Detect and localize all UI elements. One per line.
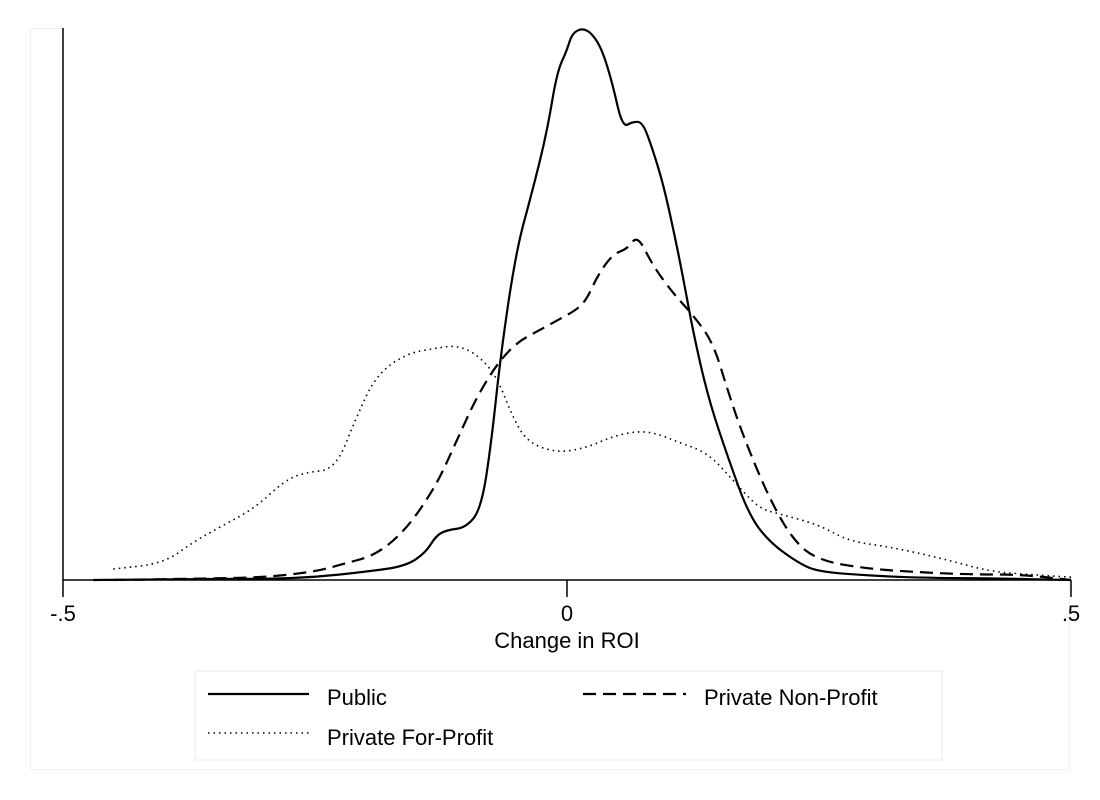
x-tick-label: .5	[1062, 601, 1080, 626]
legend-label-private-non-profit: Private Non-Profit	[704, 685, 878, 710]
plot-area	[63, 28, 1071, 580]
series-group	[93, 28, 1072, 582]
series-line-public	[93, 28, 1072, 582]
legend: Public Private Non-Profit Private For-Pr…	[194, 670, 943, 761]
legend-box	[194, 670, 943, 761]
series-line-private-non-profit	[113, 238, 1072, 582]
legend-label-private-for-profit: Private For-Profit	[327, 725, 493, 750]
x-tick-label: -.5	[50, 601, 76, 626]
legend-label-public: Public	[327, 685, 387, 710]
x-axis-title: Change in ROI	[494, 628, 640, 653]
x-axis-ticks: -.5 0 .5	[50, 580, 1080, 626]
x-tick-label: 0	[561, 601, 573, 626]
